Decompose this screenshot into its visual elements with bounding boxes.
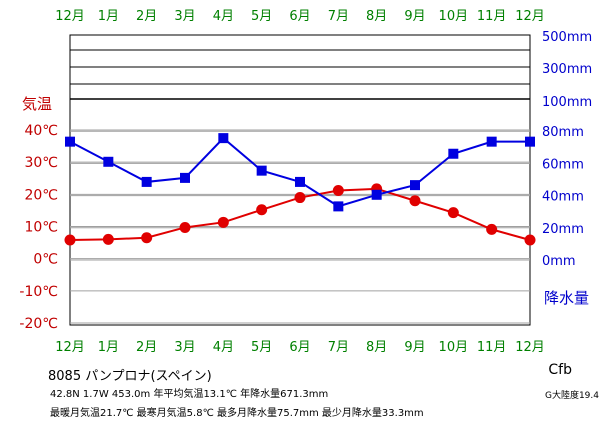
precipitation-point — [410, 180, 420, 191]
precipitation-point — [486, 136, 497, 147]
x-tick-label-bottom: 7月 — [328, 340, 349, 355]
precipitation-axis-labels: 0mm 20mm 40mm 60mm 80mm 100mm 300mm 500mm — [542, 30, 592, 269]
temperature-tick-label: -10℃ — [19, 284, 58, 300]
temperature-point — [217, 216, 229, 228]
x-tick-label-bottom: 12月 — [515, 340, 545, 355]
precipitation-tick-label: 60mm — [542, 157, 584, 172]
precipitation-point — [103, 156, 114, 167]
x-tick-label-top: 5月 — [251, 9, 272, 24]
x-tick-label-top: 4月 — [213, 9, 234, 24]
x-tick-label-bottom: 1月 — [98, 340, 119, 355]
x-tick-label-bottom: 3月 — [174, 340, 195, 355]
precipitation-point — [448, 148, 459, 159]
x-tick-label-bottom: 11月 — [477, 340, 507, 355]
precipitation-tick-label: 500mm — [542, 30, 592, 45]
precipitation-tick-label: 300mm — [542, 62, 592, 77]
temperature-point — [409, 195, 421, 207]
precipitation-tick-label: 0mm — [542, 254, 576, 269]
chart-grid — [69, 34, 531, 326]
x-tick-label-top: 8月 — [366, 9, 387, 24]
temperature-tick-label: 0℃ — [33, 252, 58, 268]
precipitation-tick-label: 40mm — [542, 190, 584, 205]
temperature-point — [64, 234, 76, 246]
continentality-index: G大陸度19.4 — [544, 391, 599, 401]
x-tick-label-top: 2月 — [136, 9, 157, 24]
precipitation-point — [256, 165, 267, 176]
temperature-point — [486, 223, 498, 235]
x-tick-label-bottom: 2月 — [136, 340, 157, 355]
precipitation-tick-label: 20mm — [542, 222, 584, 237]
x-tick-label-top: 1月 — [98, 9, 119, 24]
x-tick-label-bottom: 6月 — [289, 340, 310, 355]
temperature-tick-label: 30℃ — [24, 155, 58, 171]
station-info-line2: 最暖月気温21.7℃ 最寒月気温5.8℃ 最多月降水量75.7mm 最少月降水量… — [50, 408, 424, 419]
x-tick-label-bottom: 12月 — [55, 340, 85, 355]
temperature-point — [332, 184, 344, 196]
x-tick-label-top: 6月 — [289, 9, 310, 24]
temperature-tick-label: -20℃ — [19, 316, 58, 332]
precipitation-point — [295, 176, 305, 187]
x-tick-label-top: 10月 — [439, 9, 469, 24]
precipitation-tick-label: 80mm — [542, 125, 584, 140]
x-tick-label-top: 11月 — [477, 9, 507, 24]
station-title: 8085 パンプロナ(スペイン) — [48, 369, 212, 384]
x-tick-label-top: 9月 — [404, 9, 425, 24]
temperature-point — [294, 192, 306, 204]
precipitation-tick-label: 100mm — [542, 95, 592, 110]
temperature-tick-label: 10℃ — [24, 220, 58, 236]
x-tick-label-bottom: 5月 — [251, 340, 272, 355]
x-tick-label-top: 7月 — [328, 9, 349, 24]
temperature-point — [179, 221, 191, 233]
temperature-point — [256, 204, 268, 216]
x-tick-label-bottom: 9月 — [404, 340, 425, 355]
station-info-line1: 42.8N 1.7W 453.0m 年平均気温13.1℃ 年降水量671.3mm — [50, 389, 329, 400]
x-tick-label-bottom: 8月 — [366, 340, 387, 355]
temperature-axis-labels: 40℃ 30℃ 20℃ 10℃ 0℃ -10℃ -20℃ — [19, 123, 58, 332]
temperature-tick-label: 40℃ — [24, 123, 58, 139]
precipitation-point — [333, 201, 344, 212]
precipitation-axis-title: 降水量 — [544, 289, 590, 307]
x-axis-top-labels: 12月 1月 2月 3月 4月 5月 6月 7月 8月 9月 10月 11月 12月 — [55, 9, 545, 24]
x-tick-label-top: 12月 — [515, 9, 545, 24]
climate-class: Cfb — [548, 362, 572, 378]
x-tick-label-bottom: 4月 — [213, 340, 234, 355]
plot-frame — [69, 34, 531, 326]
temperature-point — [447, 207, 459, 219]
precipitation-point — [371, 189, 382, 200]
temperature-point — [141, 232, 153, 244]
precipitation-point — [65, 136, 75, 147]
x-tick-label-bottom: 10月 — [439, 340, 469, 355]
x-axis-bottom-labels: 12月 1月 2月 3月 4月 5月 6月 7月 8月 9月 10月 11月 12月 — [55, 340, 545, 355]
precipitation-point — [141, 176, 152, 187]
precipitation-point — [180, 172, 190, 183]
x-tick-label-top: 3月 — [174, 9, 195, 24]
precipitation-point — [525, 136, 535, 147]
temperature-point — [524, 234, 536, 246]
x-tick-label-top: 12月 — [55, 9, 85, 24]
temperature-axis-title: 気温 — [22, 95, 53, 113]
precipitation-point — [218, 133, 229, 144]
chart-series — [64, 133, 536, 246]
temperature-tick-label: 20℃ — [24, 187, 58, 203]
temperature-point — [102, 233, 114, 245]
